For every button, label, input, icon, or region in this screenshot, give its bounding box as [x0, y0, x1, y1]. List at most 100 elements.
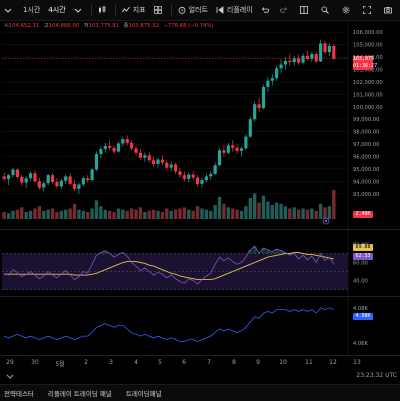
rsi-badge: 62.33 — [353, 253, 373, 260]
candles-icon — [98, 6, 106, 14]
rsi-axis-label: 40.00 — [353, 279, 368, 285]
bar-countdown-badge: 01:36:27 — [353, 63, 378, 70]
volume-bar — [108, 210, 112, 219]
alert-label: 얼러트 — [188, 6, 208, 14]
status-row: 23:23:32 UTC — [0, 370, 400, 382]
pane-divider[interactable] — [0, 355, 400, 356]
candle-body — [55, 181, 59, 187]
time-axis-label: 8 — [232, 359, 236, 366]
volume-bar — [327, 206, 332, 219]
candle-body — [288, 60, 292, 63]
search-icon — [321, 6, 329, 14]
volume-bar — [235, 209, 239, 219]
candle-body — [323, 43, 327, 53]
volume-bar — [222, 203, 226, 219]
collapse-panel-icon[interactable] — [6, 372, 14, 380]
high-value: 104,888.00 — [48, 23, 80, 29]
toolbar-divider — [114, 4, 116, 16]
alert-button[interactable]: 얼러트 — [174, 0, 212, 20]
candle-body — [275, 68, 279, 79]
candle-body — [147, 155, 151, 161]
price-axis-label: 99,000.00 — [353, 117, 379, 123]
interval-dropdown-button[interactable] — [70, 0, 89, 20]
candle-body — [130, 142, 134, 149]
volume-bar — [151, 209, 156, 219]
search-button[interactable] — [316, 0, 337, 20]
top-toolbar: 1시간 4시간 지표 얼러트 리플레이 — [0, 0, 400, 21]
volume-bar — [160, 212, 165, 219]
volume-bar — [165, 208, 169, 219]
volume-bar — [288, 208, 292, 219]
candle-body — [90, 169, 94, 181]
templates-button[interactable] — [150, 0, 169, 20]
candle-body — [222, 150, 226, 153]
interval-4h-button[interactable]: 4시간 — [48, 6, 66, 14]
volume-bar — [90, 208, 94, 219]
volume-bar — [296, 209, 301, 219]
candle-body — [37, 181, 41, 188]
volume-bar — [213, 205, 217, 219]
interval-1h-button[interactable]: 1시간 — [23, 6, 41, 14]
volume-bar — [301, 208, 305, 219]
candle-body — [7, 175, 11, 179]
volume-bar — [314, 210, 318, 219]
candle-body — [305, 55, 310, 59]
volume-bar — [173, 209, 178, 219]
layout-button[interactable] — [295, 0, 316, 20]
open-label: 시 — [4, 23, 9, 29]
symbol-menu-button[interactable] — [0, 0, 19, 20]
price-axis-label: 106,000.00 — [353, 30, 383, 36]
redo-button[interactable] — [276, 0, 295, 20]
indicators-button[interactable]: 지표 — [118, 0, 150, 20]
replay-label: 리플레이 — [226, 6, 253, 14]
toolbar-right-group — [295, 0, 400, 20]
price-axis-label: 100,000.00 — [353, 105, 383, 111]
low-value: 103,775.91 — [88, 23, 119, 29]
candle-body — [253, 104, 257, 120]
fullscreen-button[interactable] — [358, 0, 379, 20]
volume-bar — [279, 203, 283, 219]
volume-bar — [20, 207, 24, 219]
volume-bar — [147, 210, 151, 219]
time-axis-label: 11 — [305, 359, 313, 366]
candle-body — [239, 148, 244, 151]
candle-body — [209, 173, 213, 177]
candle-body — [103, 145, 107, 150]
time-axis[interactable]: 29 30 5월 2 3 4 5 6 7 8 9 10 11 12 13 — [0, 356, 400, 370]
volume-bar — [94, 200, 99, 219]
snapshot-button[interactable] — [379, 0, 400, 20]
candle-body — [81, 178, 85, 185]
utc-clock[interactable]: 23:23:32 UTC — [356, 372, 397, 379]
candle-body — [28, 173, 33, 179]
tab-replay-trading-panel[interactable]: 리플레이 트레이딩 패널 — [47, 390, 112, 398]
volume-bar — [323, 207, 327, 219]
candle-body — [42, 183, 46, 188]
volume-bar — [99, 206, 103, 219]
layout-icon — [300, 6, 308, 14]
tab-strategy-tester[interactable]: 전략테스터 — [4, 390, 34, 398]
volume-badge: 2.49K — [353, 211, 373, 218]
chart-type-button[interactable] — [94, 0, 113, 20]
indicators-label: 지표 — [132, 6, 146, 14]
volume-bar — [81, 210, 85, 219]
time-axis-label: 7 — [207, 359, 211, 366]
price-chart[interactable]: 106,000.00105,000.00104,000.00103,000.00… — [0, 0, 400, 356]
pane-divider[interactable] — [0, 296, 400, 297]
macd-axis-label: 4.08K — [353, 306, 369, 312]
replay-button[interactable]: 리플레이 — [212, 0, 257, 20]
pane-divider[interactable] — [0, 229, 400, 230]
volume-bar — [283, 206, 288, 219]
candle-body — [116, 143, 121, 152]
settings-button[interactable] — [337, 0, 358, 20]
candle-body — [182, 175, 186, 179]
candle-body — [257, 104, 261, 109]
tab-trading-panel[interactable]: 트레이딩패널 — [125, 390, 162, 398]
candle-body — [64, 176, 68, 181]
volume-bar — [305, 209, 310, 219]
undo-button[interactable] — [257, 0, 276, 20]
candle-body — [279, 64, 283, 69]
volume-bar — [310, 208, 314, 219]
volume-bar — [204, 209, 209, 219]
volume-bar — [318, 203, 323, 219]
time-axis-label: 29 — [6, 359, 14, 366]
